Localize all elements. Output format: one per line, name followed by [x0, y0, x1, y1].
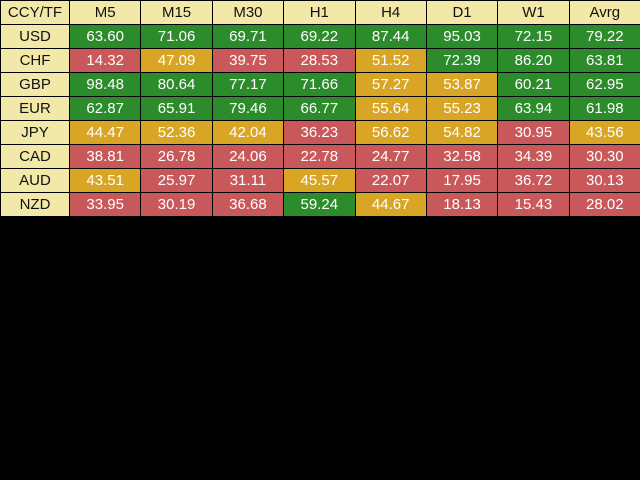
column-header-w1: W1 — [497, 0, 570, 25]
strength-cell: 18.13 — [425, 192, 499, 217]
strength-cell: 55.23 — [425, 96, 499, 121]
strength-cell: 28.02 — [568, 192, 640, 217]
table-row: GBP 98.48 80.64 77.17 71.66 57.27 53.87 60.21 62… — [0, 72, 640, 97]
row-header-jpy: JPY — [0, 120, 70, 145]
column-header-h4: H4 — [354, 0, 427, 25]
table-row: JPY 44.47 52.36 42.04 36.23 56.62 54.82 30.95 43… — [0, 120, 640, 145]
row-header-gbp: GBP — [0, 72, 70, 97]
strength-cell: 32.58 — [425, 144, 499, 169]
strength-cell: 77.17 — [211, 72, 285, 97]
strength-cell: 71.66 — [283, 72, 356, 97]
strength-cell: 79.22 — [568, 24, 640, 49]
strength-cell: 59.24 — [283, 192, 356, 217]
column-header-m15: M15 — [140, 0, 213, 25]
strength-cell: 30.95 — [497, 120, 570, 145]
header-row: CCY/TF M5 M15 M30 H1 H4 D1 W1 Avrg — [0, 0, 640, 25]
strength-cell: 69.22 — [283, 24, 356, 49]
row-header-usd: USD — [0, 24, 70, 49]
strength-cell: 55.64 — [354, 96, 427, 121]
strength-cell: 43.51 — [68, 168, 142, 193]
strength-cell: 24.06 — [211, 144, 285, 169]
strength-cell: 31.11 — [211, 168, 285, 193]
column-header-avrg: Avrg — [568, 0, 640, 25]
row-header-cad: CAD — [0, 144, 70, 169]
strength-cell: 71.06 — [140, 24, 213, 49]
strength-cell: 30.30 — [568, 144, 640, 169]
column-header-h1: H1 — [283, 0, 356, 25]
strength-cell: 30.13 — [568, 168, 640, 193]
row-header-aud: AUD — [0, 168, 70, 193]
strength-cell: 15.43 — [497, 192, 570, 217]
strength-cell: 51.52 — [354, 48, 427, 73]
row-header-eur: EUR — [0, 96, 70, 121]
strength-cell: 22.78 — [283, 144, 356, 169]
table-row: USD 63.60 71.06 69.71 69.22 87.44 95.03 72.15 79… — [0, 24, 640, 49]
strength-cell: 44.47 — [68, 120, 142, 145]
strength-cell: 66.77 — [283, 96, 356, 121]
strength-cell: 62.95 — [568, 72, 640, 97]
strength-cell: 72.15 — [497, 24, 570, 49]
strength-cell: 47.09 — [140, 48, 213, 73]
strength-cell: 38.81 — [68, 144, 142, 169]
strength-cell: 36.23 — [283, 120, 356, 145]
strength-cell: 28.53 — [283, 48, 356, 73]
strength-cell: 36.72 — [497, 168, 570, 193]
column-header-m5: M5 — [68, 0, 142, 25]
strength-cell: 60.21 — [497, 72, 570, 97]
strength-cell: 95.03 — [425, 24, 499, 49]
strength-cell: 14.32 — [68, 48, 142, 73]
strength-cell: 34.39 — [497, 144, 570, 169]
strength-cell: 25.97 — [140, 168, 213, 193]
strength-cell: 62.87 — [68, 96, 142, 121]
strength-cell: 63.81 — [568, 48, 640, 73]
currency-strength-table: CCY/TF M5 M15 M30 H1 H4 D1 W1 Avrg USD 63.60 71.0… — [0, 0, 640, 217]
strength-cell: 98.48 — [68, 72, 142, 97]
table-row: AUD 43.51 25.97 31.11 45.57 22.07 17.95 36.72 30… — [0, 168, 640, 193]
strength-cell: 63.60 — [68, 24, 142, 49]
strength-cell: 69.71 — [211, 24, 285, 49]
strength-cell: 72.39 — [425, 48, 499, 73]
strength-cell: 56.62 — [354, 120, 427, 145]
currency-strength-panel: CCY/TF M5 M15 M30 H1 H4 D1 W1 Avrg USD 63.60 71.0… — [0, 0, 640, 218]
strength-cell: 24.77 — [354, 144, 427, 169]
strength-cell: 54.82 — [425, 120, 499, 145]
strength-cell: 87.44 — [354, 24, 427, 49]
strength-cell: 22.07 — [354, 168, 427, 193]
column-header-d1: D1 — [425, 0, 499, 25]
strength-cell: 43.56 — [568, 120, 640, 145]
row-header-nzd: NZD — [0, 192, 70, 217]
strength-cell: 57.27 — [354, 72, 427, 97]
strength-cell: 79.46 — [211, 96, 285, 121]
strength-cell: 80.64 — [140, 72, 213, 97]
table-row: NZD 33.95 30.19 36.68 59.24 44.67 18.13 15.43 28… — [0, 192, 640, 217]
table-row: EUR 62.87 65.91 79.46 66.77 55.64 55.23 63.94 61… — [0, 96, 640, 121]
strength-cell: 63.94 — [497, 96, 570, 121]
strength-cell: 17.95 — [425, 168, 499, 193]
strength-cell: 33.95 — [68, 192, 142, 217]
table-row: CHF 14.32 47.09 39.75 28.53 51.52 72.39 86.20 63… — [0, 48, 640, 73]
strength-cell: 45.57 — [283, 168, 356, 193]
strength-cell: 39.75 — [211, 48, 285, 73]
table-body: USD 63.60 71.06 69.71 69.22 87.44 95.03 72.15 79… — [0, 24, 640, 217]
strength-cell: 52.36 — [140, 120, 213, 145]
strength-cell: 36.68 — [211, 192, 285, 217]
column-header-m30: M30 — [211, 0, 285, 25]
strength-cell: 61.98 — [568, 96, 640, 121]
strength-cell: 26.78 — [140, 144, 213, 169]
row-header-chf: CHF — [0, 48, 70, 73]
strength-cell: 30.19 — [140, 192, 213, 217]
corner-header: CCY/TF — [0, 0, 70, 25]
strength-cell: 42.04 — [211, 120, 285, 145]
strength-cell: 53.87 — [425, 72, 499, 97]
strength-cell: 44.67 — [354, 192, 427, 217]
table-row: CAD 38.81 26.78 24.06 22.78 24.77 32.58 34.39 30… — [0, 144, 640, 169]
strength-cell: 65.91 — [140, 96, 213, 121]
strength-cell: 86.20 — [497, 48, 570, 73]
